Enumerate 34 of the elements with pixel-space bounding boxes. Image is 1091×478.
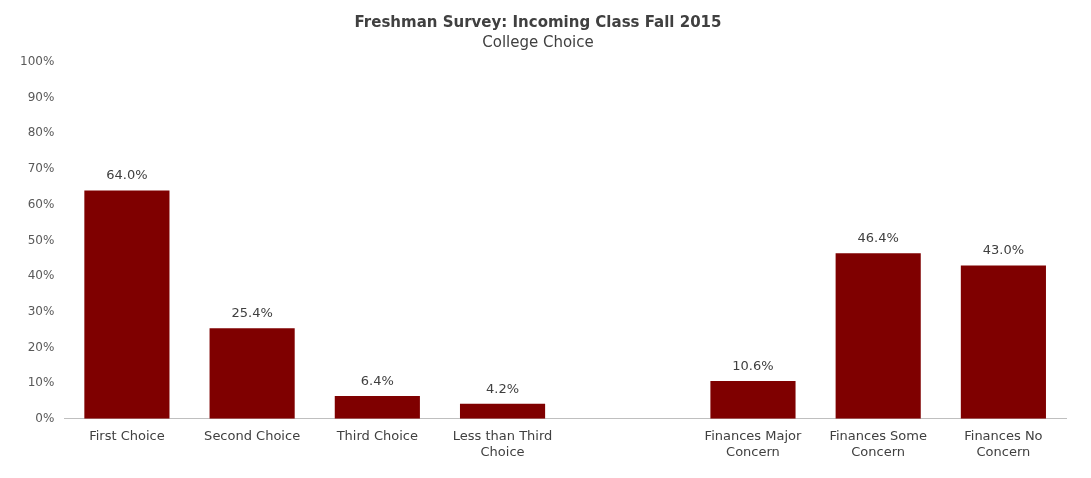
chart-subtitle: College Choice bbox=[482, 32, 594, 51]
bar bbox=[960, 265, 1046, 419]
y-tick-label: 30% bbox=[27, 303, 55, 318]
y-tick-label: 80% bbox=[27, 125, 55, 140]
bar bbox=[209, 328, 295, 419]
bar bbox=[459, 403, 546, 419]
y-tick-label: 20% bbox=[27, 339, 55, 354]
chart-title: Freshman Survey: Incoming Class Fall 2015 bbox=[354, 12, 722, 31]
x-tick-label: First Choice bbox=[89, 427, 165, 443]
y-tick-label: 60% bbox=[27, 196, 55, 211]
bar bbox=[710, 380, 796, 419]
bar bbox=[84, 190, 170, 419]
bar bbox=[835, 253, 921, 419]
data-label: 43.0% bbox=[982, 242, 1025, 258]
data-label: 4.2% bbox=[486, 380, 520, 396]
y-tick-label: 10% bbox=[27, 375, 55, 390]
y-tick-label: 90% bbox=[27, 89, 55, 104]
data-label: 10.6% bbox=[732, 357, 774, 373]
y-tick-label: 50% bbox=[27, 232, 55, 247]
y-tick-label: 40% bbox=[27, 268, 55, 283]
y-tick-label: 100% bbox=[19, 54, 55, 69]
data-label: 64.0% bbox=[106, 167, 148, 183]
data-label: 46.4% bbox=[857, 230, 899, 246]
data-label: 6.4% bbox=[360, 372, 394, 388]
bar bbox=[334, 395, 420, 419]
x-tick-label: Less than Third Choice bbox=[452, 427, 553, 459]
data-label: 25.4% bbox=[231, 305, 273, 321]
x-tick-label: Finances No Concern bbox=[964, 427, 1043, 459]
x-tick-label: Finances Major Concern bbox=[704, 427, 802, 459]
y-tick-label: 0% bbox=[35, 410, 55, 425]
x-tick-label: Finances Some Concern bbox=[829, 427, 927, 459]
x-tick-label: Third Choice bbox=[335, 427, 418, 443]
y-tick-label: 70% bbox=[27, 161, 55, 176]
x-tick-label: Second Choice bbox=[204, 427, 301, 443]
